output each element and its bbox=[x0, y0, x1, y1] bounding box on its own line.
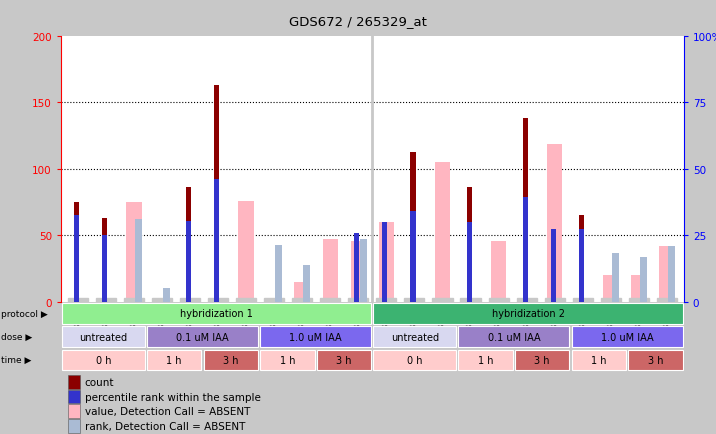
Bar bbox=[163, 289, 170, 302]
Bar bbox=[147, 350, 201, 370]
Text: untreated: untreated bbox=[79, 332, 127, 342]
Text: percentile rank within the sample: percentile rank within the sample bbox=[84, 391, 261, 401]
Bar bbox=[102, 219, 107, 302]
Bar bbox=[410, 212, 415, 302]
Text: 3 h: 3 h bbox=[534, 355, 550, 365]
Bar bbox=[640, 257, 647, 302]
Bar bbox=[102, 236, 107, 302]
Bar bbox=[62, 350, 145, 370]
Bar bbox=[547, 144, 563, 302]
Bar bbox=[659, 247, 674, 302]
Bar bbox=[491, 241, 506, 302]
Text: rank, Detection Call = ABSENT: rank, Detection Call = ABSENT bbox=[84, 421, 245, 431]
Bar bbox=[435, 163, 450, 302]
Bar bbox=[628, 350, 682, 370]
Bar bbox=[374, 327, 456, 347]
Bar bbox=[186, 188, 191, 302]
Text: 1 h: 1 h bbox=[280, 355, 295, 365]
Bar bbox=[304, 265, 311, 302]
Bar bbox=[276, 245, 282, 302]
Bar bbox=[214, 86, 219, 302]
Text: 1 h: 1 h bbox=[166, 355, 182, 365]
Bar bbox=[135, 220, 142, 302]
Bar bbox=[260, 327, 371, 347]
Text: 0.1 uM IAA: 0.1 uM IAA bbox=[488, 332, 540, 342]
Text: untreated: untreated bbox=[391, 332, 439, 342]
Bar bbox=[68, 419, 79, 433]
Text: 1 h: 1 h bbox=[478, 355, 493, 365]
Bar bbox=[374, 303, 682, 324]
Bar bbox=[467, 188, 472, 302]
Text: 3 h: 3 h bbox=[223, 355, 238, 365]
Bar bbox=[351, 241, 366, 302]
Bar bbox=[214, 180, 219, 302]
Text: 1.0 uM IAA: 1.0 uM IAA bbox=[601, 332, 654, 342]
Bar bbox=[74, 203, 79, 302]
Text: count: count bbox=[84, 377, 114, 387]
Bar bbox=[359, 240, 367, 302]
Bar bbox=[668, 247, 675, 302]
Bar bbox=[74, 216, 79, 302]
Bar bbox=[62, 327, 145, 347]
Bar bbox=[523, 119, 528, 302]
Text: 3 h: 3 h bbox=[337, 355, 352, 365]
Bar bbox=[62, 303, 371, 324]
Bar bbox=[632, 276, 647, 302]
Bar bbox=[410, 152, 415, 302]
Text: protocol ▶: protocol ▶ bbox=[1, 309, 47, 318]
Bar bbox=[147, 327, 258, 347]
Bar bbox=[374, 350, 456, 370]
Bar bbox=[551, 229, 556, 302]
Bar bbox=[126, 203, 142, 302]
Text: 0 h: 0 h bbox=[95, 355, 111, 365]
Bar bbox=[458, 327, 569, 347]
Bar bbox=[186, 221, 191, 302]
Bar bbox=[523, 197, 528, 302]
Text: hybridization 1: hybridization 1 bbox=[180, 309, 253, 319]
Text: 1 h: 1 h bbox=[591, 355, 606, 365]
Bar bbox=[382, 223, 387, 302]
Text: time ▶: time ▶ bbox=[1, 355, 31, 365]
Text: 0 h: 0 h bbox=[407, 355, 422, 365]
Text: hybridization 2: hybridization 2 bbox=[492, 309, 564, 319]
Bar bbox=[379, 223, 394, 302]
Bar bbox=[322, 240, 338, 302]
Text: 0.1 uM IAA: 0.1 uM IAA bbox=[176, 332, 228, 342]
Bar bbox=[515, 350, 569, 370]
Bar bbox=[612, 253, 619, 302]
Bar bbox=[203, 350, 258, 370]
Bar bbox=[467, 223, 472, 302]
Bar bbox=[68, 375, 79, 389]
Text: dose ▶: dose ▶ bbox=[1, 332, 32, 342]
Bar bbox=[238, 201, 253, 302]
Bar bbox=[68, 390, 79, 404]
Bar bbox=[571, 327, 682, 347]
Bar bbox=[458, 350, 513, 370]
Bar bbox=[316, 350, 371, 370]
Text: 1.0 uM IAA: 1.0 uM IAA bbox=[289, 332, 342, 342]
Bar bbox=[603, 276, 619, 302]
Bar bbox=[294, 282, 310, 302]
Bar bbox=[354, 233, 359, 302]
Bar bbox=[579, 216, 584, 302]
Bar bbox=[579, 229, 584, 302]
Text: value, Detection Call = ABSENT: value, Detection Call = ABSENT bbox=[84, 406, 250, 416]
Bar bbox=[68, 404, 79, 418]
Bar bbox=[571, 350, 626, 370]
Text: GDS672 / 265329_at: GDS672 / 265329_at bbox=[289, 15, 427, 28]
Text: 3 h: 3 h bbox=[648, 355, 663, 365]
Bar bbox=[260, 350, 314, 370]
